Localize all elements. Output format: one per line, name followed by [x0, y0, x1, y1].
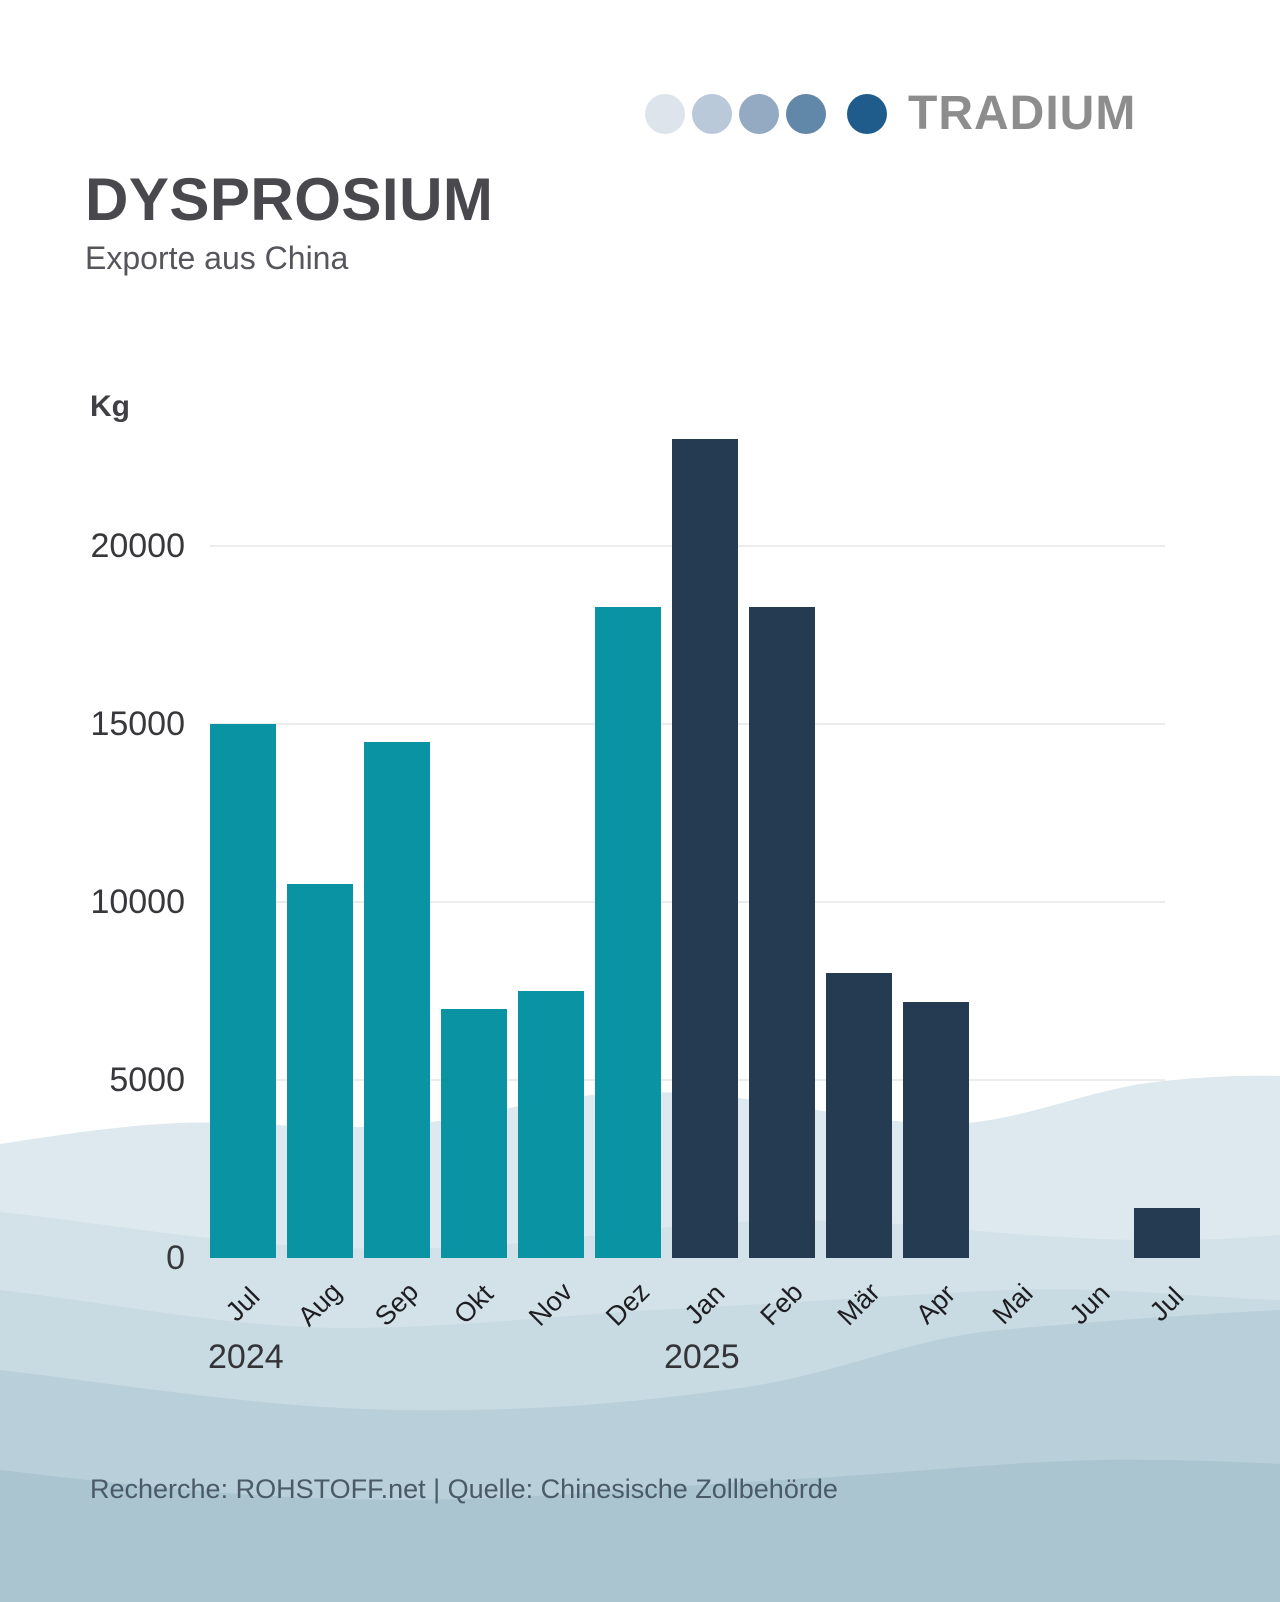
page-subtitle: Exporte aus China [85, 240, 349, 276]
bar-slot-1-Jul: Jul [210, 418, 276, 1327]
wave-layer-5 [0, 1459, 1280, 1602]
bar-slot-8-Feb: Feb [749, 418, 815, 1331]
bar-slot-4-Okt: Okt [441, 418, 507, 1330]
y-tick-10000: 10000 [90, 883, 185, 921]
bar-slot-7-Jan: Jan [672, 418, 738, 1330]
source-line: Recherche: ROHSTOFF.net | Quelle: Chines… [90, 1474, 838, 1504]
year-label-2025: 2025 [664, 1338, 740, 1376]
logo-dot-1-icon [645, 93, 685, 134]
bar-slot-6-Dez: Dez [595, 418, 661, 1332]
bar-slot-3-Sep: Sep [364, 418, 430, 1332]
title-block: DYSPROSIUM Exporte aus China [85, 170, 493, 277]
bar-Sep-2024 [364, 742, 430, 1258]
bar-Nov-2024 [518, 991, 584, 1258]
bar-Dez-2024 [595, 607, 661, 1258]
bar-Mär-2025 [826, 973, 892, 1258]
logo-dot-2-icon [692, 93, 732, 134]
logo-dot-5-icon [847, 93, 887, 134]
bar-slot-2-Aug: Aug [287, 418, 353, 1332]
bar-Jan-2025 [672, 439, 738, 1258]
bar-slot-5-Nov: Nov [518, 418, 584, 1332]
bar-Okt-2024 [441, 1009, 507, 1258]
bar-Aug-2024 [287, 884, 353, 1258]
y-tick-0: 0 [166, 1239, 185, 1277]
bar-slot-12-Jun: Jun [1057, 418, 1123, 1330]
year-label-2024: 2024 [208, 1338, 284, 1376]
y-tick-20000: 20000 [90, 527, 185, 565]
page-title: DYSPROSIUM [85, 166, 494, 233]
logo-dot-4-icon [786, 93, 826, 134]
y-tick-5000: 5000 [109, 1061, 185, 1099]
logo-dot-3-icon [739, 93, 779, 134]
bar-slot-9-Mär: Mär [826, 418, 892, 1331]
bar-plot-area: Jul Aug Sep Okt Nov Dez Jan Feb Mär Apr Mai Jun Jul [210, 418, 1200, 1332]
bar-Feb-2025 [749, 607, 815, 1258]
y-tick-15000: 15000 [90, 705, 185, 743]
bar-slot-11-Mai: Mai [980, 418, 1046, 1330]
bar-Jul-2024 [210, 724, 276, 1258]
brand-name: TRADIUM [908, 87, 1137, 140]
y-axis-unit-label: Kg [90, 390, 130, 423]
bar-slot-10-Apr: Apr [903, 418, 969, 1330]
bar-Apr-2025 [903, 1002, 969, 1258]
bar-slot-13-Jul: Jul [1134, 418, 1200, 1327]
tradium-logo: TRADIUM [645, 86, 1136, 141]
bar-Jul-2025 [1134, 1208, 1200, 1258]
